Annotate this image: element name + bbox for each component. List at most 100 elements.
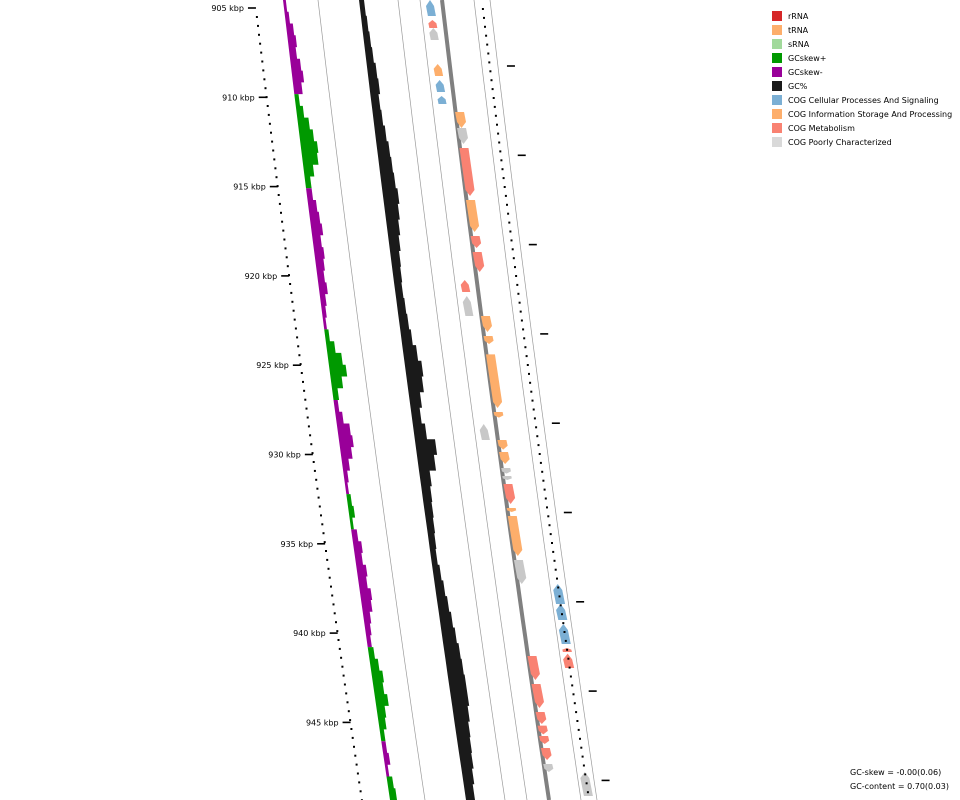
- scale-dot: [302, 380, 304, 383]
- legend-label: GCskew+: [788, 53, 827, 63]
- guide-line: [317, 0, 426, 800]
- legend-label: sRNA: [788, 39, 810, 49]
- gc-skew-negative-area: [333, 400, 354, 495]
- tick-label: 925 kbp: [256, 361, 289, 370]
- outer-scale-dot: [503, 186, 506, 188]
- scale-dot: [265, 96, 268, 99]
- scale-dot: [305, 407, 308, 410]
- outer-scale-dot: [484, 25, 486, 28]
- scale-dot: [274, 167, 277, 170]
- gc-skew-positive-area: [294, 94, 319, 189]
- legend-swatch: [772, 25, 782, 35]
- tick-label: 915 kbp: [233, 183, 266, 192]
- cog-feature: [433, 64, 444, 76]
- tick-label: 945 kbp: [306, 718, 339, 727]
- outer-scale-dot: [520, 319, 523, 322]
- outer-scale-dot: [556, 577, 558, 580]
- guide-line: [419, 0, 528, 800]
- outer-scale-dot: [558, 595, 561, 598]
- scale-dot: [261, 60, 264, 63]
- outer-scale-dot: [541, 470, 544, 473]
- outer-scale-dot: [571, 684, 574, 687]
- cog-feature: [428, 20, 438, 28]
- scale-dot: [330, 585, 332, 588]
- legend-swatch: [772, 11, 782, 21]
- outer-scale-dot: [563, 631, 566, 633]
- tick-label: 940 kbp: [293, 629, 326, 638]
- scale-dot: [309, 434, 312, 437]
- outer-scale-dot: [512, 257, 515, 260]
- outer-scale-dot: [488, 61, 491, 64]
- scale-dot: [356, 772, 359, 775]
- cog-feature: [527, 656, 540, 680]
- legend-item: COG Information Storage And Processing: [772, 107, 952, 121]
- outer-scale-dot: [497, 132, 500, 135]
- cog-feature: [503, 484, 516, 504]
- gc-content-track: [359, 0, 475, 800]
- gc-stats: GC-skew = -0.00(0.06) GC-content = 0.70(…: [850, 766, 949, 794]
- cog-feature: [470, 236, 482, 248]
- outer-scale-dot: [551, 542, 553, 544]
- outer-scale-dot: [518, 301, 521, 304]
- legend-label: COG Information Storage And Processing: [788, 109, 953, 119]
- scale-dot: [255, 16, 258, 18]
- cog-feature: [460, 280, 471, 292]
- scale-dot: [264, 87, 267, 90]
- cog-feature: [499, 452, 510, 464]
- cog-feature: [493, 412, 504, 418]
- scale-dot: [271, 140, 274, 143]
- outer-scale-dot: [531, 399, 534, 402]
- scale-dot: [328, 576, 331, 579]
- outer-scale-dot: [502, 177, 505, 180]
- outer-scale-dot: [509, 230, 512, 233]
- scale-dot: [294, 327, 297, 330]
- outer-scale-dot: [498, 141, 501, 144]
- cog-feature: [501, 468, 511, 474]
- scale-dot: [313, 469, 316, 472]
- outer-scale-dot: [519, 310, 522, 313]
- scale-dot: [289, 283, 292, 285]
- scale-dot: [276, 185, 279, 188]
- scale-dots: [255, 8, 589, 800]
- scale-dot: [291, 300, 294, 303]
- scale-dot: [327, 567, 330, 570]
- scale-dot: [358, 781, 361, 784]
- outer-scale-dot: [485, 34, 488, 37]
- outer-scale-dot: [530, 390, 533, 393]
- legend-label: COG Poorly Characterized: [788, 137, 892, 147]
- legend-label: COG Metabolism: [788, 123, 855, 133]
- scale-dot: [278, 202, 281, 205]
- outer-scale-dot: [537, 444, 540, 447]
- scale-dot: [326, 558, 329, 561]
- legend-swatch: [772, 81, 782, 91]
- scale-dot: [292, 309, 295, 312]
- outer-scale-dot: [543, 488, 546, 491]
- scale-dot: [332, 603, 335, 606]
- scale-dot: [275, 176, 278, 179]
- legend-label: GCskew-: [788, 67, 823, 77]
- scale-dot: [306, 416, 309, 419]
- legend-label: rRNA: [788, 11, 809, 21]
- gc-skew-positive-area: [386, 776, 397, 800]
- scale-dot: [290, 291, 293, 294]
- outer-scale-dot: [526, 364, 529, 366]
- scale-dot: [322, 532, 325, 535]
- outer-scale-dot: [524, 346, 527, 349]
- legend-item: GCskew+: [772, 51, 952, 65]
- cog-feature: [497, 440, 508, 450]
- outer-scale-dot: [544, 497, 547, 500]
- scale-dot: [303, 389, 306, 392]
- outer-scale-dot: [494, 114, 497, 117]
- tick-label: 905 kbp: [211, 4, 244, 13]
- scale-dot: [331, 594, 334, 597]
- scale-dot: [259, 42, 262, 45]
- tick-label: 930 kbp: [268, 451, 301, 460]
- scale-dot: [336, 630, 339, 633]
- outer-scale-dot: [549, 533, 552, 536]
- gc-skew-negative-area: [283, 0, 305, 95]
- cog-feature: [480, 316, 492, 332]
- outer-scale-dot: [554, 568, 557, 571]
- scale-dot: [270, 131, 272, 134]
- outer-scale-dot: [553, 559, 556, 562]
- cog-feature: [506, 508, 517, 512]
